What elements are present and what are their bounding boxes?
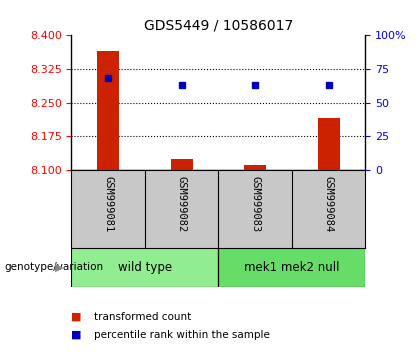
Text: ■: ■ — [71, 312, 82, 322]
Text: ▶: ▶ — [55, 262, 63, 272]
Text: GSM999081: GSM999081 — [103, 176, 113, 232]
Text: GSM999082: GSM999082 — [177, 176, 186, 232]
Title: GDS5449 / 10586017: GDS5449 / 10586017 — [144, 19, 293, 33]
Text: transformed count: transformed count — [94, 312, 192, 322]
Bar — [218, 248, 365, 287]
Text: GSM999083: GSM999083 — [250, 176, 260, 232]
Text: genotype/variation: genotype/variation — [4, 262, 103, 272]
Bar — [171, 159, 193, 170]
Text: percentile rank within the sample: percentile rank within the sample — [94, 330, 270, 339]
Bar — [71, 248, 218, 287]
Text: mek1 mek2 null: mek1 mek2 null — [244, 261, 340, 274]
Bar — [318, 118, 340, 170]
Bar — [244, 165, 266, 170]
Text: ■: ■ — [71, 330, 82, 339]
Text: wild type: wild type — [118, 261, 172, 274]
Bar — [97, 51, 119, 170]
Text: GSM999084: GSM999084 — [324, 176, 333, 232]
